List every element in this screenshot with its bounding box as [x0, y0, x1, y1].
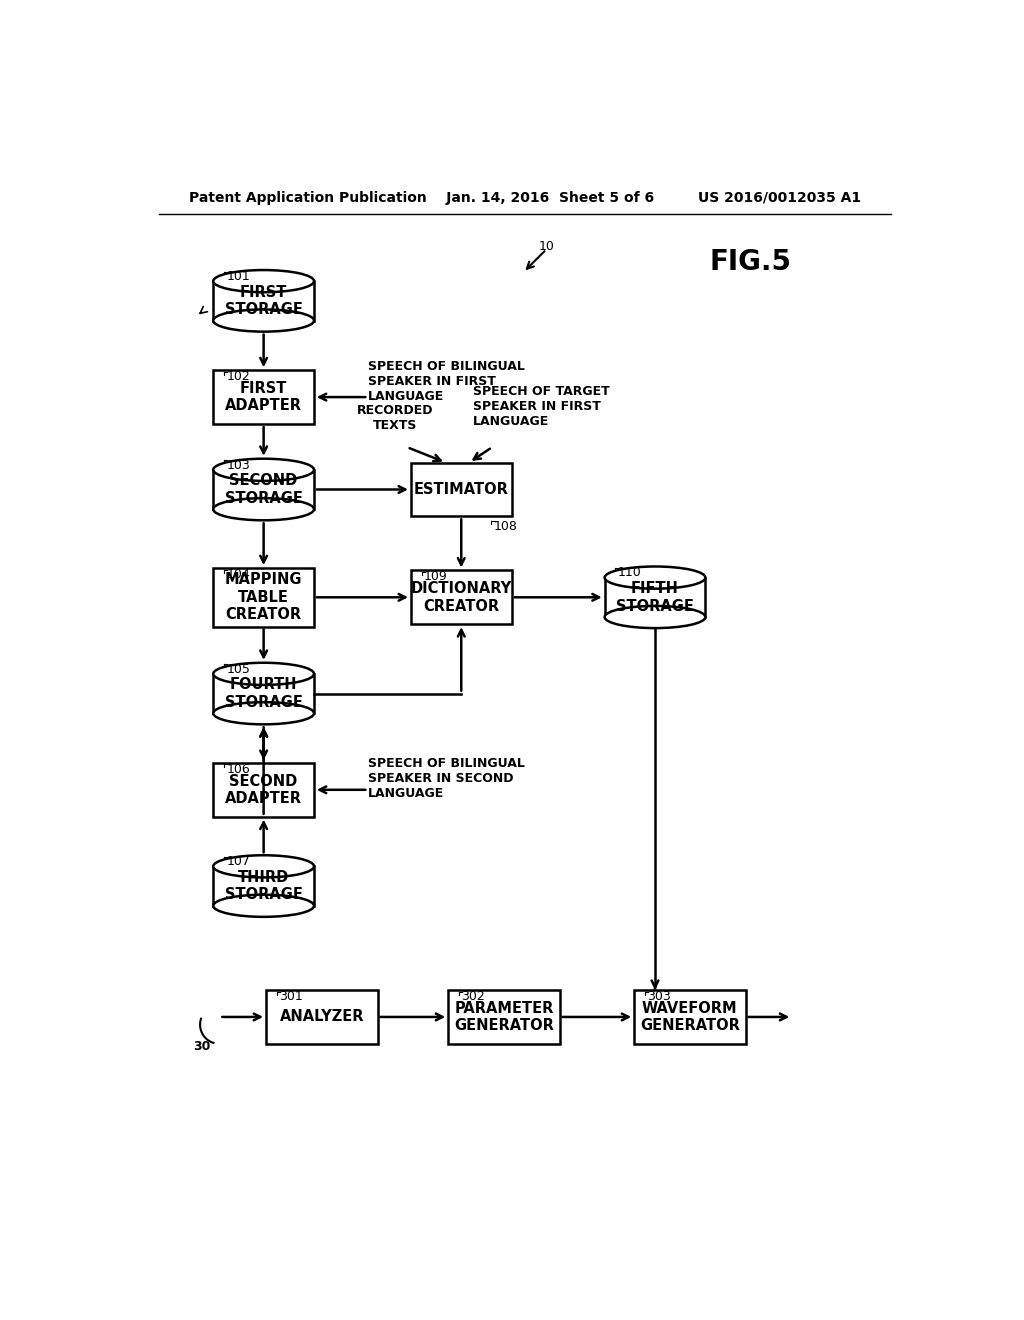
Ellipse shape — [604, 606, 706, 628]
Bar — [213, 568, 314, 627]
Text: PARAMETER
GENERATOR: PARAMETER GENERATOR — [454, 1001, 554, 1034]
Bar — [411, 462, 512, 516]
Text: ANALYZER: ANALYZER — [280, 1010, 364, 1024]
Bar — [604, 578, 706, 616]
Ellipse shape — [213, 702, 314, 725]
Bar — [213, 281, 314, 321]
Text: SECOND
STORAGE: SECOND STORAGE — [224, 474, 302, 506]
Text: 102: 102 — [226, 370, 250, 383]
Text: 10: 10 — [539, 240, 555, 253]
Text: FIG.5: FIG.5 — [710, 248, 792, 276]
Text: Patent Application Publication    Jan. 14, 2016  Sheet 5 of 6         US 2016/00: Patent Application Publication Jan. 14, … — [188, 191, 861, 206]
Text: WAVEFORM
GENERATOR: WAVEFORM GENERATOR — [640, 1001, 739, 1034]
Text: 107: 107 — [226, 855, 250, 869]
Text: 302: 302 — [461, 990, 485, 1003]
Bar — [447, 990, 560, 1044]
Bar — [213, 673, 314, 713]
Text: FIRST
ADAPTER: FIRST ADAPTER — [225, 381, 302, 413]
Ellipse shape — [213, 459, 314, 480]
Bar — [634, 990, 746, 1044]
Bar — [213, 866, 314, 906]
Text: 30: 30 — [193, 1040, 210, 1053]
Bar — [265, 990, 378, 1044]
Text: 109: 109 — [424, 570, 447, 583]
Text: SPEECH OF BILINGUAL
SPEAKER IN FIRST
LANGUAGE: SPEECH OF BILINGUAL SPEAKER IN FIRST LAN… — [369, 360, 525, 403]
Text: 108: 108 — [494, 520, 518, 532]
Text: 110: 110 — [617, 566, 642, 579]
Text: 105: 105 — [226, 663, 250, 676]
Text: FIFTH
STORAGE: FIFTH STORAGE — [616, 581, 694, 614]
Ellipse shape — [213, 663, 314, 685]
Text: SPEECH OF BILINGUAL
SPEAKER IN SECOND
LANGUAGE: SPEECH OF BILINGUAL SPEAKER IN SECOND LA… — [369, 756, 525, 800]
Ellipse shape — [213, 498, 314, 520]
Text: 103: 103 — [226, 459, 250, 471]
Text: FOURTH
STORAGE: FOURTH STORAGE — [224, 677, 302, 710]
Ellipse shape — [604, 566, 706, 589]
Bar — [411, 570, 512, 624]
Ellipse shape — [213, 309, 314, 331]
Ellipse shape — [213, 271, 314, 292]
Text: FIRST
STORAGE: FIRST STORAGE — [224, 285, 302, 317]
Text: ESTIMATOR: ESTIMATOR — [414, 482, 509, 498]
Text: 303: 303 — [647, 990, 671, 1003]
Ellipse shape — [213, 855, 314, 878]
Bar — [213, 763, 314, 817]
Text: THIRD
STORAGE: THIRD STORAGE — [224, 870, 302, 903]
Text: 301: 301 — [280, 990, 303, 1003]
Text: 104: 104 — [226, 568, 250, 581]
Text: SPEECH OF TARGET
SPEAKER IN FIRST
LANGUAGE: SPEECH OF TARGET SPEAKER IN FIRST LANGUA… — [473, 385, 609, 428]
Bar — [213, 370, 314, 424]
Text: SECOND
ADAPTER: SECOND ADAPTER — [225, 774, 302, 807]
Bar — [213, 470, 314, 510]
Text: DICTIONARY
CREATOR: DICTIONARY CREATOR — [411, 581, 512, 614]
Text: 106: 106 — [226, 763, 250, 776]
Text: MAPPING
TABLE
CREATOR: MAPPING TABLE CREATOR — [225, 573, 302, 622]
Text: RECORDED
TEXTS: RECORDED TEXTS — [357, 404, 433, 432]
Text: 101: 101 — [226, 271, 250, 282]
Ellipse shape — [213, 895, 314, 917]
